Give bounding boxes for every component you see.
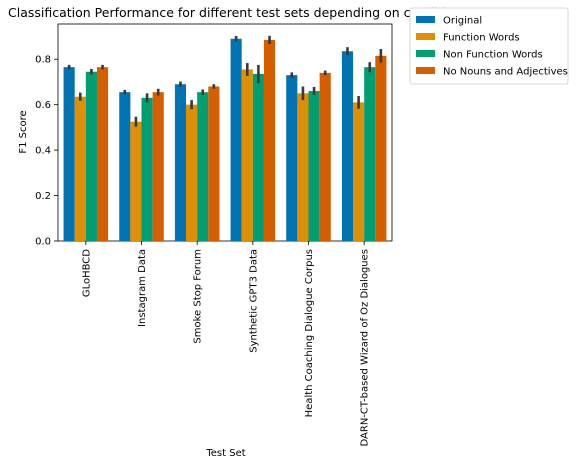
y-tick-label: 0.6 xyxy=(35,100,51,111)
bar xyxy=(308,91,320,242)
chart-title: Classification Performance for different… xyxy=(8,5,461,20)
bar xyxy=(319,72,331,242)
x-tick-label: Health Coaching Dialogue Corpus xyxy=(304,249,315,417)
x-tick-label: DARN-CT-based Wizard of Oz Dialogues xyxy=(360,249,371,447)
legend-box xyxy=(409,7,569,85)
bar xyxy=(252,73,264,241)
bar xyxy=(186,104,198,242)
y-tick-label: 0.8 xyxy=(35,55,51,66)
x-tick-label: Smoke Stop Forum xyxy=(193,249,204,344)
x-axis: GLoHBCD Instagram Data Smoke Stop Forum Syn… xyxy=(81,241,371,447)
bar xyxy=(341,51,354,242)
bar xyxy=(241,69,253,241)
bar xyxy=(141,97,153,241)
bar xyxy=(263,39,276,241)
bars-group xyxy=(63,35,387,242)
legend-label: Function Words xyxy=(443,33,520,44)
y-tick-label: 0.2 xyxy=(35,191,51,202)
x-tick-label: GLoHBCD xyxy=(81,249,92,297)
plot-area xyxy=(57,23,393,242)
bar xyxy=(297,93,309,241)
bar xyxy=(63,67,75,241)
plot-frame xyxy=(57,23,393,242)
legend: Original Function Words Non Function Words… xyxy=(409,7,569,85)
legend-swatch xyxy=(416,67,435,74)
legend-label: No Nouns and Adjectives xyxy=(443,67,568,78)
bar xyxy=(364,67,376,241)
bar xyxy=(286,75,298,241)
bar xyxy=(208,86,220,241)
legend-swatch xyxy=(416,50,435,57)
legend-label: Original xyxy=(443,16,482,27)
y-axis-label: F1 Score xyxy=(18,110,29,153)
bar xyxy=(230,38,242,241)
bar xyxy=(130,121,142,241)
y-tick-label: 0.4 xyxy=(35,146,51,157)
bar xyxy=(119,92,131,241)
y-tick-label: 0.0 xyxy=(35,237,51,248)
bar xyxy=(174,84,187,241)
bar xyxy=(375,55,387,241)
legend-swatch xyxy=(416,33,435,40)
legend-swatch xyxy=(416,16,435,23)
bar xyxy=(74,96,86,242)
bar xyxy=(197,92,209,241)
bar xyxy=(152,92,164,241)
y-axis: 0.0 0.2 0.4 0.6 0.8 xyxy=(35,55,58,248)
legend-label: Non Function Words xyxy=(443,50,543,61)
bar xyxy=(96,67,109,241)
bar xyxy=(353,102,365,241)
x-tick-label: Synthetic GPT3 Data xyxy=(248,249,259,353)
x-tick-label: Instagram Data xyxy=(137,249,148,327)
bar xyxy=(85,71,97,241)
x-axis-label: Test Set xyxy=(205,448,245,459)
